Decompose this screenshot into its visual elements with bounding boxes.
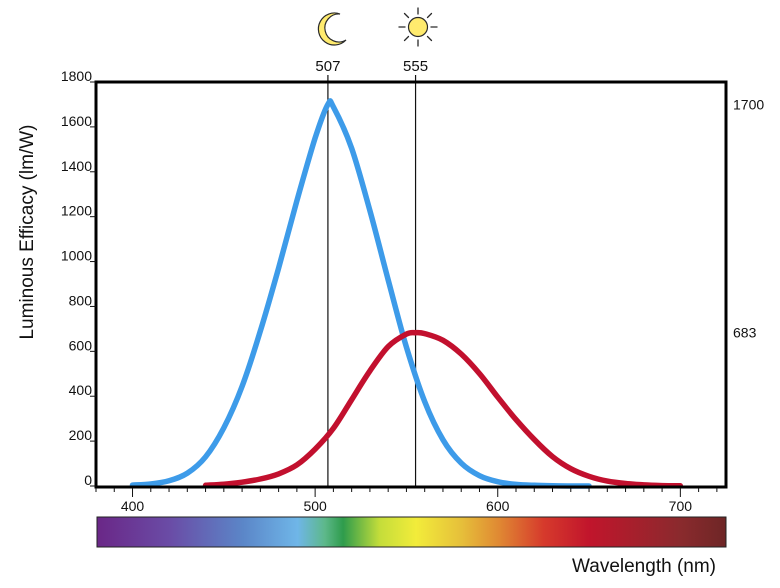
x-tick-label-400: 400 <box>121 498 145 514</box>
marker-label-555: 555 <box>403 58 428 75</box>
y-tick-label-1600: 1600 <box>61 113 92 129</box>
moon-icon <box>317 12 347 46</box>
plot-frame <box>94 80 728 489</box>
y-axis-title: Luminous Efficacy (lm/W) <box>17 124 38 339</box>
y-tick-label-1200: 1200 <box>61 203 92 219</box>
y-tick-label-1000: 1000 <box>61 248 92 264</box>
y-tick-label-800: 800 <box>69 292 93 308</box>
x-tick-label-700: 700 <box>669 498 693 514</box>
y-tick-label-0: 0 <box>84 472 92 488</box>
series-line-1 <box>129 98 592 489</box>
x-axis-title: Wavelength (nm) <box>572 556 716 577</box>
x-tick-label-500: 500 <box>303 498 327 514</box>
right-label-1700: 1700 <box>733 96 764 112</box>
series-line-2 <box>202 329 684 489</box>
plot-area: 507 555 <box>129 58 684 489</box>
y-tick-label-1800: 1800 <box>61 68 92 84</box>
spectrum-colorbar <box>96 516 727 548</box>
axes: 0 200 400 600 800 1000 1200 1400 1600 1800 400 500 6… <box>61 68 765 514</box>
y-tick-label-1400: 1400 <box>61 158 92 174</box>
y-tick-label-600: 600 <box>69 337 93 353</box>
y-tick-label-400: 400 <box>69 382 93 398</box>
x-tick-label-600: 600 <box>486 498 510 514</box>
marker-label-507: 507 <box>315 58 340 75</box>
sun-icon <box>398 7 438 47</box>
right-label-683: 683 <box>733 325 757 341</box>
y-tick-label-200: 200 <box>69 427 93 443</box>
